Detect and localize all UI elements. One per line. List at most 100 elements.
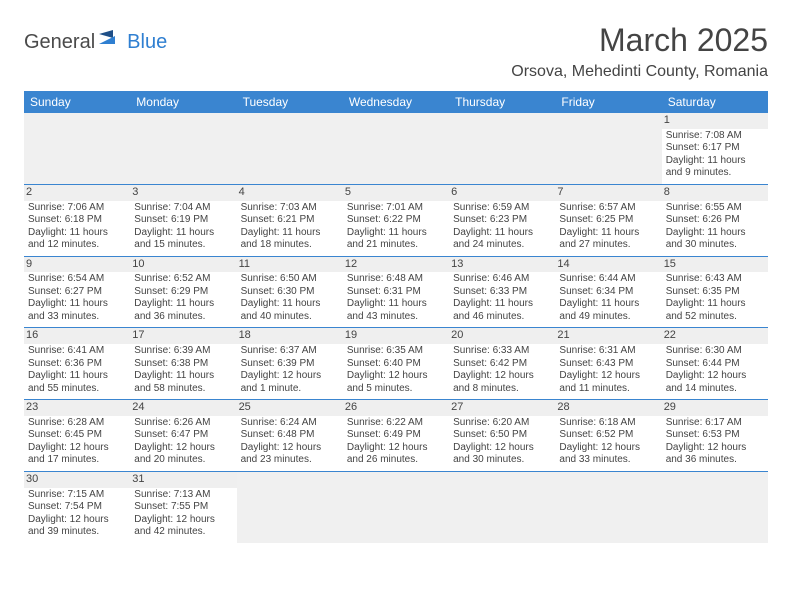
day-info-line: and 23 minutes. [241,454,339,467]
day-info-line: Sunrise: 6:17 AM [666,417,764,430]
day-number: 15 [662,257,768,273]
day-info-line: Sunset: 6:38 PM [134,358,232,371]
day-info-line: Sunrise: 6:24 AM [241,417,339,430]
day-info-line: Daylight: 12 hours [453,370,551,383]
day-info-line: and 8 minutes. [453,383,551,396]
calendar-day-cell: 8Sunrise: 6:55 AMSunset: 6:26 PMDaylight… [662,184,768,256]
day-info-line: Sunset: 6:26 PM [666,214,764,227]
day-number: 26 [343,400,449,416]
day-number: 13 [449,257,555,273]
day-info-line: Sunrise: 6:44 AM [559,273,657,286]
calendar-week-row: 30Sunrise: 7:15 AMSunset: 7:54 PMDayligh… [24,471,768,542]
day-info-line: Sunset: 6:36 PM [28,358,126,371]
day-info-line: Sunset: 6:40 PM [347,358,445,371]
day-number: 3 [130,185,236,201]
calendar-day-cell [343,471,449,542]
day-number: 29 [662,400,768,416]
day-info-line: Sunrise: 7:06 AM [28,202,126,215]
day-number: 25 [237,400,343,416]
day-info-line: Sunrise: 6:20 AM [453,417,551,430]
day-info-line: Daylight: 11 hours [134,227,232,240]
brand-logo: General Blue [24,30,167,55]
weekday-header: Thursday [449,91,555,113]
day-info-line: and 30 minutes. [453,454,551,467]
calendar-day-cell: 29Sunrise: 6:17 AMSunset: 6:53 PMDayligh… [662,400,768,472]
calendar-day-cell [555,113,661,184]
day-info-line: Sunrise: 6:54 AM [28,273,126,286]
day-info-line: Sunrise: 7:03 AM [241,202,339,215]
calendar-day-cell [24,113,130,184]
month-title: March 2025 [511,22,768,59]
day-info-line: Sunrise: 6:52 AM [134,273,232,286]
calendar-table: SundayMondayTuesdayWednesdayThursdayFrid… [24,91,768,543]
calendar-day-cell [343,113,449,184]
day-info-line: and 58 minutes. [134,383,232,396]
calendar-day-cell: 7Sunrise: 6:57 AMSunset: 6:25 PMDaylight… [555,184,661,256]
day-number: 2 [24,185,130,201]
day-info-line: Sunrise: 6:55 AM [666,202,764,215]
calendar-day-cell: 11Sunrise: 6:50 AMSunset: 6:30 PMDayligh… [237,256,343,328]
day-info-line: and 12 minutes. [28,239,126,252]
day-info-line: Sunset: 6:44 PM [666,358,764,371]
day-number: 31 [130,472,236,488]
calendar-day-cell: 24Sunrise: 6:26 AMSunset: 6:47 PMDayligh… [130,400,236,472]
day-info-line: and 46 minutes. [453,311,551,324]
brand-text-blue: Blue [127,31,167,54]
day-info-line: and 14 minutes. [666,383,764,396]
day-info-line: Daylight: 12 hours [666,370,764,383]
calendar-day-cell [130,113,236,184]
calendar-day-cell: 2Sunrise: 7:06 AMSunset: 6:18 PMDaylight… [24,184,130,256]
weekday-header: Wednesday [343,91,449,113]
day-info-line: and 30 minutes. [666,239,764,252]
day-info-line: and 36 minutes. [134,311,232,324]
day-info-line: and 33 minutes. [28,311,126,324]
day-info-line: Daylight: 11 hours [453,227,551,240]
day-number: 12 [343,257,449,273]
day-info-line: Sunset: 6:42 PM [453,358,551,371]
day-info-line: and 43 minutes. [347,311,445,324]
weekday-header: Friday [555,91,661,113]
weekday-header: Tuesday [237,91,343,113]
day-info-line: Daylight: 11 hours [241,227,339,240]
calendar-day-cell [449,113,555,184]
calendar-header-row: SundayMondayTuesdayWednesdayThursdayFrid… [24,91,768,113]
day-info-line: Sunset: 6:19 PM [134,214,232,227]
day-info-line: Sunset: 6:49 PM [347,429,445,442]
day-number: 5 [343,185,449,201]
day-info-line: Sunrise: 6:50 AM [241,273,339,286]
day-info-line: Sunrise: 6:48 AM [347,273,445,286]
day-number: 4 [237,185,343,201]
day-info-line: Sunset: 6:23 PM [453,214,551,227]
day-info-line: Sunset: 7:54 PM [28,501,126,514]
day-number: 28 [555,400,661,416]
calendar-day-cell: 12Sunrise: 6:48 AMSunset: 6:31 PMDayligh… [343,256,449,328]
day-info-line: Daylight: 11 hours [28,227,126,240]
day-number: 18 [237,328,343,344]
calendar-week-row: 23Sunrise: 6:28 AMSunset: 6:45 PMDayligh… [24,400,768,472]
location-text: Orsova, Mehedinti County, Romania [511,63,768,81]
day-info-line: Sunset: 6:45 PM [28,429,126,442]
day-info-line: and 5 minutes. [347,383,445,396]
day-number: 30 [24,472,130,488]
day-number: 21 [555,328,661,344]
calendar-week-row: 16Sunrise: 6:41 AMSunset: 6:36 PMDayligh… [24,328,768,400]
calendar-week-row: 9Sunrise: 6:54 AMSunset: 6:27 PMDaylight… [24,256,768,328]
day-info-line: and 40 minutes. [241,311,339,324]
calendar-day-cell: 20Sunrise: 6:33 AMSunset: 6:42 PMDayligh… [449,328,555,400]
day-info-line: Daylight: 11 hours [559,298,657,311]
day-info-line: Sunrise: 6:41 AM [28,345,126,358]
day-info-line: and 21 minutes. [347,239,445,252]
calendar-day-cell: 25Sunrise: 6:24 AMSunset: 6:48 PMDayligh… [237,400,343,472]
calendar-day-cell: 15Sunrise: 6:43 AMSunset: 6:35 PMDayligh… [662,256,768,328]
day-info-line: Sunset: 6:29 PM [134,286,232,299]
day-info-line: and 15 minutes. [134,239,232,252]
calendar-day-cell: 13Sunrise: 6:46 AMSunset: 6:33 PMDayligh… [449,256,555,328]
day-number: 1 [662,113,768,129]
day-info-line: and 39 minutes. [28,526,126,539]
calendar-day-cell: 3Sunrise: 7:04 AMSunset: 6:19 PMDaylight… [130,184,236,256]
calendar-week-row: 1Sunrise: 7:08 AMSunset: 6:17 PMDaylight… [24,113,768,184]
day-info-line: Daylight: 12 hours [559,370,657,383]
calendar-day-cell: 22Sunrise: 6:30 AMSunset: 6:44 PMDayligh… [662,328,768,400]
day-number: 20 [449,328,555,344]
day-info-line: Daylight: 12 hours [28,442,126,455]
